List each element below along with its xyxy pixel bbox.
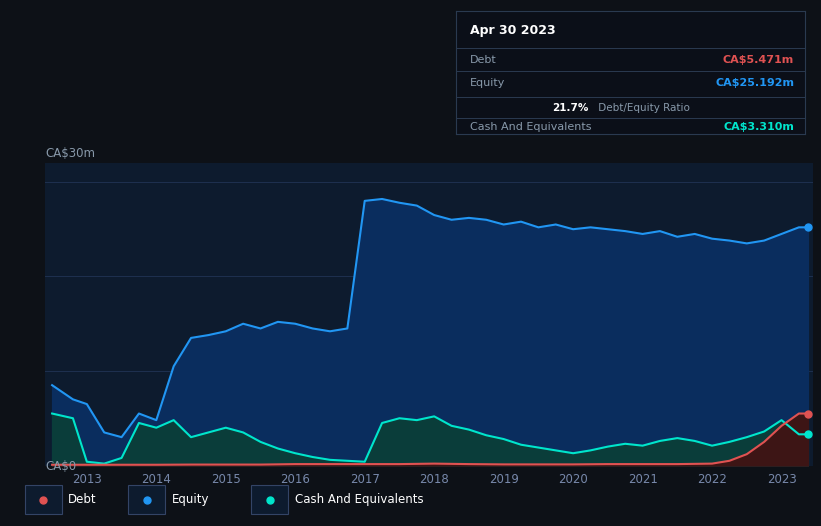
- Text: 2014: 2014: [141, 473, 172, 487]
- Text: 2018: 2018: [420, 473, 449, 487]
- Text: CA$5.471m: CA$5.471m: [722, 55, 794, 65]
- Text: Cash And Equivalents: Cash And Equivalents: [295, 493, 424, 506]
- FancyBboxPatch shape: [251, 485, 288, 514]
- Text: 2013: 2013: [72, 473, 102, 487]
- Text: Debt: Debt: [470, 55, 497, 65]
- Text: 2019: 2019: [488, 473, 519, 487]
- FancyBboxPatch shape: [25, 485, 62, 514]
- Text: 2015: 2015: [211, 473, 241, 487]
- Text: CA$30m: CA$30m: [45, 147, 95, 160]
- Text: 2020: 2020: [558, 473, 588, 487]
- Text: 21.7%: 21.7%: [552, 103, 588, 113]
- Text: Apr 30 2023: Apr 30 2023: [470, 24, 555, 37]
- Text: 2022: 2022: [697, 473, 727, 487]
- Text: CA$3.310m: CA$3.310m: [723, 123, 794, 133]
- Text: CA$0: CA$0: [45, 460, 76, 473]
- Text: Debt: Debt: [68, 493, 97, 506]
- Text: Equity: Equity: [172, 493, 209, 506]
- Text: Cash And Equivalents: Cash And Equivalents: [470, 123, 591, 133]
- Text: CA$25.192m: CA$25.192m: [715, 78, 794, 88]
- FancyBboxPatch shape: [128, 485, 165, 514]
- Text: 2016: 2016: [280, 473, 310, 487]
- Text: 2017: 2017: [350, 473, 379, 487]
- Text: Debt/Equity Ratio: Debt/Equity Ratio: [595, 103, 690, 113]
- Text: Equity: Equity: [470, 78, 505, 88]
- Text: 2023: 2023: [767, 473, 796, 487]
- Text: 2021: 2021: [627, 473, 658, 487]
